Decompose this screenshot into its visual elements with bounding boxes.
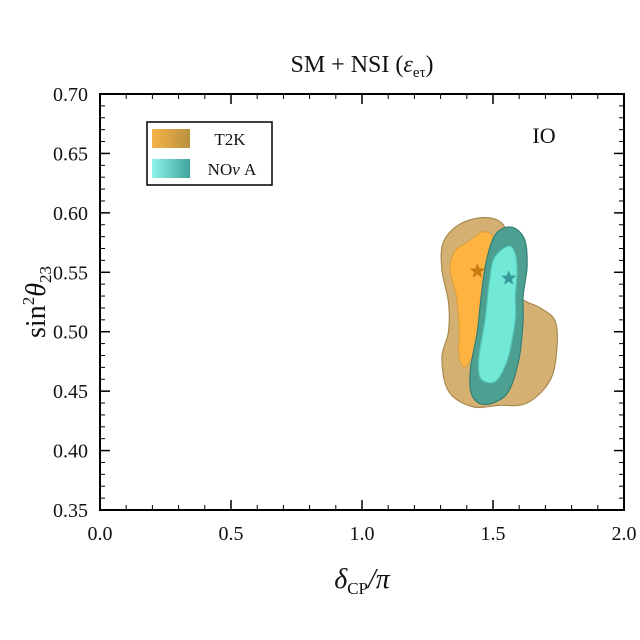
x-tick-label: 2.0 [612,523,637,545]
y-tick-label: 0.35 [53,500,88,522]
y-tick-label: 0.65 [53,143,88,165]
legend-label-nova: NOν A [208,160,257,179]
y-tick-label: 0.60 [53,203,88,225]
legend-swatch-t2k [152,129,190,148]
chart-title: SM + NSI (εeτ) [290,52,433,81]
t2k-best-fit-star [469,263,485,278]
x-tick-label: 1.5 [481,523,506,545]
legend-swatch-nova [152,159,190,178]
y-tick-label: 0.70 [53,84,88,106]
y-axis-ticks: 0.35 0.40 0.45 0.50 0.55 0.60 0.65 0.70 [53,84,624,522]
legend: T2K NOν A [146,121,273,186]
y-tick-label: 0.45 [53,381,88,403]
x-tick-label: 0.5 [219,523,244,545]
y-tick-label: 0.50 [53,322,88,344]
y-axis-label: sin2θ23 [19,266,55,338]
contour-layers [440,216,559,409]
x-tick-label: 0.0 [88,523,113,545]
x-axis-label: δCP/π [334,564,391,598]
best-fit-markers [469,263,517,285]
nova-best-fit-star [501,270,517,285]
x-axis-ticks: 0.0 0.5 1.0 1.5 2.0 [88,94,637,545]
ordering-annotation: IO [532,123,555,148]
legend-label-t2k: T2K [214,130,246,149]
y-tick-label: 0.55 [53,262,88,284]
x-tick-label: 1.0 [350,523,375,545]
y-tick-label: 0.40 [53,441,88,463]
